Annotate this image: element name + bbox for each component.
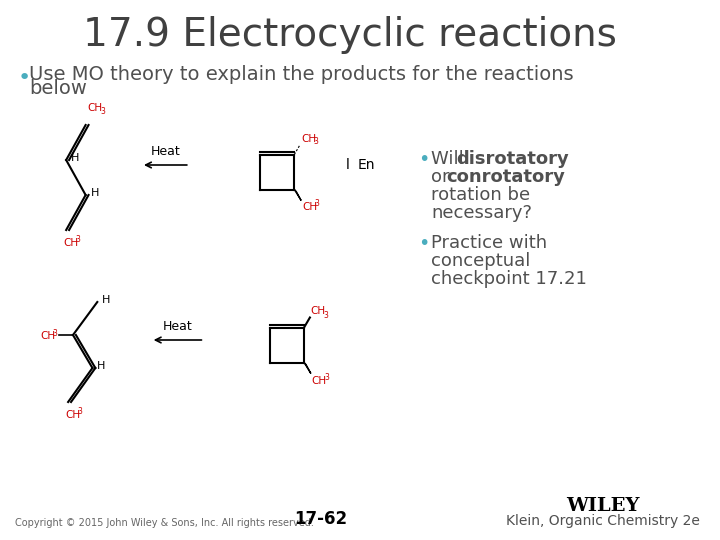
Text: checkpoint 17.21: checkpoint 17.21 <box>431 270 587 288</box>
Text: En: En <box>358 158 376 172</box>
Text: H: H <box>97 361 106 371</box>
Text: CH: CH <box>302 202 318 213</box>
Text: 3: 3 <box>314 138 319 146</box>
Text: Heat: Heat <box>150 145 180 158</box>
Text: Use MO theory to explain the products for the reactions: Use MO theory to explain the products fo… <box>30 64 574 84</box>
Text: CH: CH <box>311 307 326 316</box>
Text: Will: Will <box>431 150 469 168</box>
Text: Klein, Organic Chemistry 2e: Klein, Organic Chemistry 2e <box>506 514 700 528</box>
Text: H: H <box>102 295 111 305</box>
Text: necessary?: necessary? <box>431 204 532 222</box>
Text: 3: 3 <box>323 310 328 320</box>
Text: 17.9 Electrocyclic reactions: 17.9 Electrocyclic reactions <box>84 16 617 54</box>
Text: WILEY: WILEY <box>567 497 640 515</box>
Text: 3: 3 <box>315 199 320 208</box>
Text: rotation be: rotation be <box>431 186 530 204</box>
Text: •: • <box>17 68 31 88</box>
Polygon shape <box>304 362 311 374</box>
Text: Heat: Heat <box>163 320 193 333</box>
Text: or: or <box>431 168 455 186</box>
Text: 3: 3 <box>78 407 83 416</box>
Text: 3: 3 <box>100 107 105 116</box>
Text: Copyright © 2015 John Wiley & Sons, Inc. All rights reserved.: Copyright © 2015 John Wiley & Sons, Inc.… <box>14 518 313 528</box>
Text: below: below <box>30 78 87 98</box>
Polygon shape <box>294 190 301 200</box>
Text: CH: CH <box>312 375 327 386</box>
Text: H: H <box>91 188 99 198</box>
Text: 3: 3 <box>76 235 81 244</box>
Text: conceptual: conceptual <box>431 252 531 270</box>
Text: 3: 3 <box>53 328 58 338</box>
Text: disrotatory: disrotatory <box>456 150 569 168</box>
Text: •: • <box>418 234 430 253</box>
Text: conrotatory: conrotatory <box>446 168 565 186</box>
Text: CH: CH <box>66 410 81 420</box>
Text: 17-62: 17-62 <box>294 510 348 528</box>
Text: CH: CH <box>40 331 55 341</box>
Text: Practice with: Practice with <box>431 234 547 252</box>
Text: CH: CH <box>301 133 316 144</box>
Text: •: • <box>418 150 430 169</box>
Text: CH: CH <box>63 238 78 248</box>
Text: l: l <box>346 158 349 172</box>
Text: H: H <box>71 153 79 163</box>
Text: 3: 3 <box>325 373 329 381</box>
Text: CH: CH <box>88 103 103 113</box>
